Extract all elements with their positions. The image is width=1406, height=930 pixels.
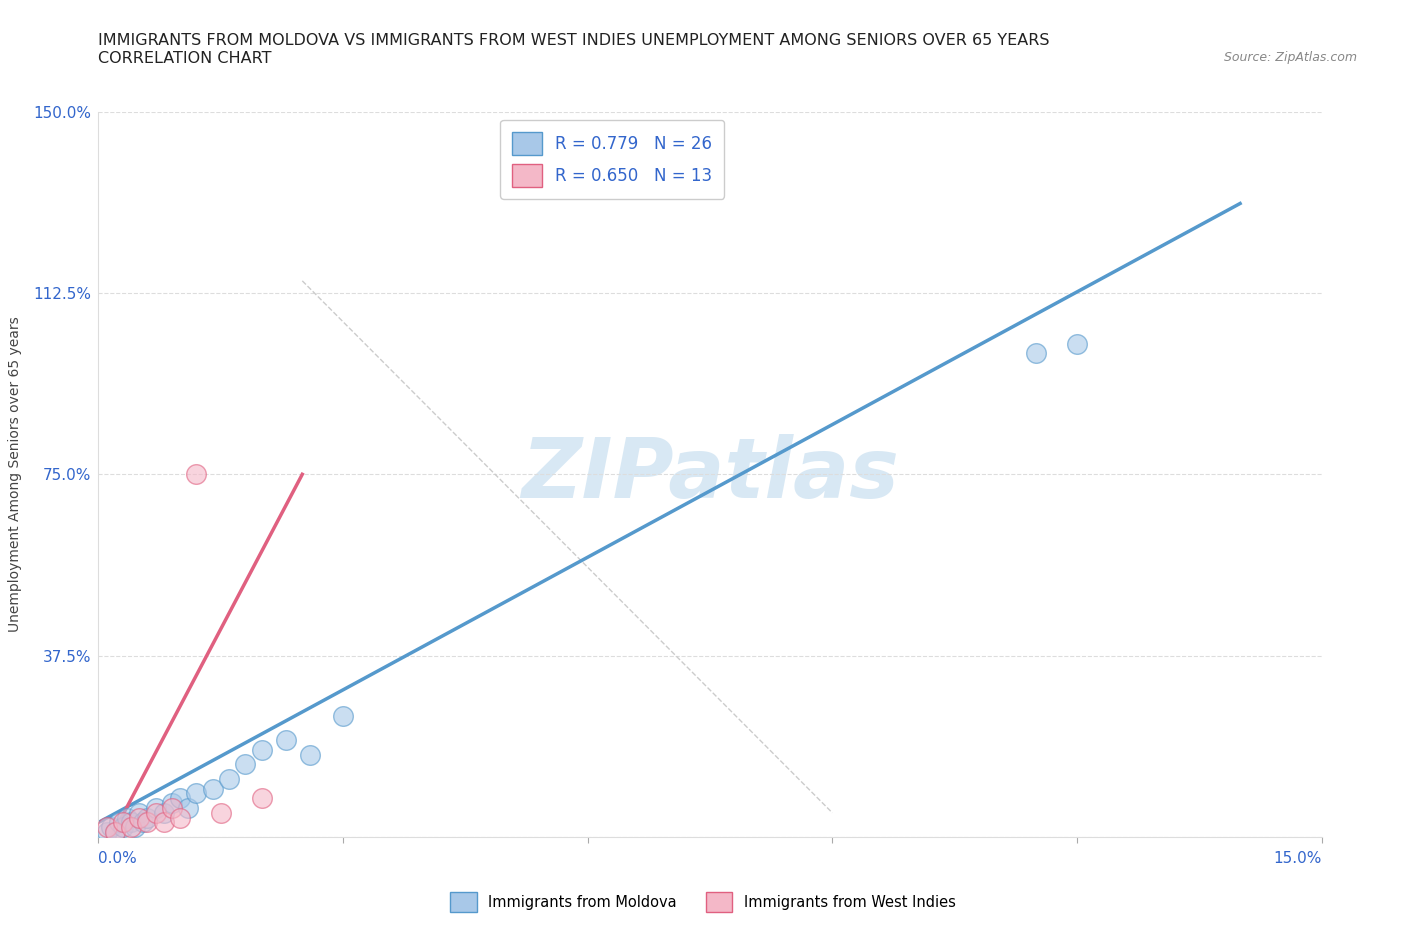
Legend: R = 0.779   N = 26, R = 0.650   N = 13: R = 0.779 N = 26, R = 0.650 N = 13 (501, 120, 724, 199)
Text: 0.0%: 0.0% (98, 851, 138, 866)
Point (201, 781, 224, 796)
Text: Source: ZipAtlas.com: Source: ZipAtlas.com (1223, 51, 1357, 64)
Text: IMMIGRANTS FROM MOLDOVA VS IMMIGRANTS FROM WEST INDIES UNEMPLOYMENT AMONG SENIOR: IMMIGRANTS FROM MOLDOVA VS IMMIGRANTS FR… (98, 33, 1050, 47)
Point (96, 825, 118, 840)
Point (186, 467, 208, 482)
Point (233, 757, 256, 772)
Point (128, 810, 150, 825)
Y-axis label: Unemployment Among Seniors over 65 years: Unemployment Among Seniors over 65 years (8, 316, 22, 632)
Point (132, 815, 155, 830)
Point (145, 801, 167, 816)
Point (250, 742, 273, 757)
Text: CORRELATION CHART: CORRELATION CHART (98, 51, 271, 66)
Point (1066, 337, 1088, 352)
Point (186, 786, 208, 801)
Point (332, 709, 354, 724)
Point (152, 815, 174, 830)
Point (128, 805, 150, 820)
Point (111, 815, 134, 830)
Point (274, 733, 297, 748)
Legend: Immigrants from Moldova, Immigrants from West Indies: Immigrants from Moldova, Immigrants from… (444, 885, 962, 918)
Point (145, 805, 167, 820)
Point (299, 748, 322, 763)
Point (169, 790, 191, 805)
Point (120, 820, 142, 835)
Point (169, 810, 191, 825)
Point (152, 805, 174, 820)
Point (209, 805, 232, 820)
Point (136, 810, 159, 825)
Point (104, 825, 127, 840)
Text: 15.0%: 15.0% (1274, 851, 1322, 866)
Point (160, 801, 183, 816)
Point (120, 815, 142, 830)
Point (100, 820, 122, 835)
Point (104, 825, 127, 840)
Point (111, 820, 134, 835)
Point (177, 801, 200, 816)
Text: ZIPatlas: ZIPatlas (522, 433, 898, 515)
Point (1025, 346, 1047, 361)
Point (136, 815, 159, 830)
Point (160, 796, 183, 811)
Point (108, 815, 131, 830)
Point (218, 772, 240, 787)
Point (250, 790, 273, 805)
Point (124, 820, 146, 835)
Point (96, 820, 118, 835)
Point (115, 810, 138, 825)
